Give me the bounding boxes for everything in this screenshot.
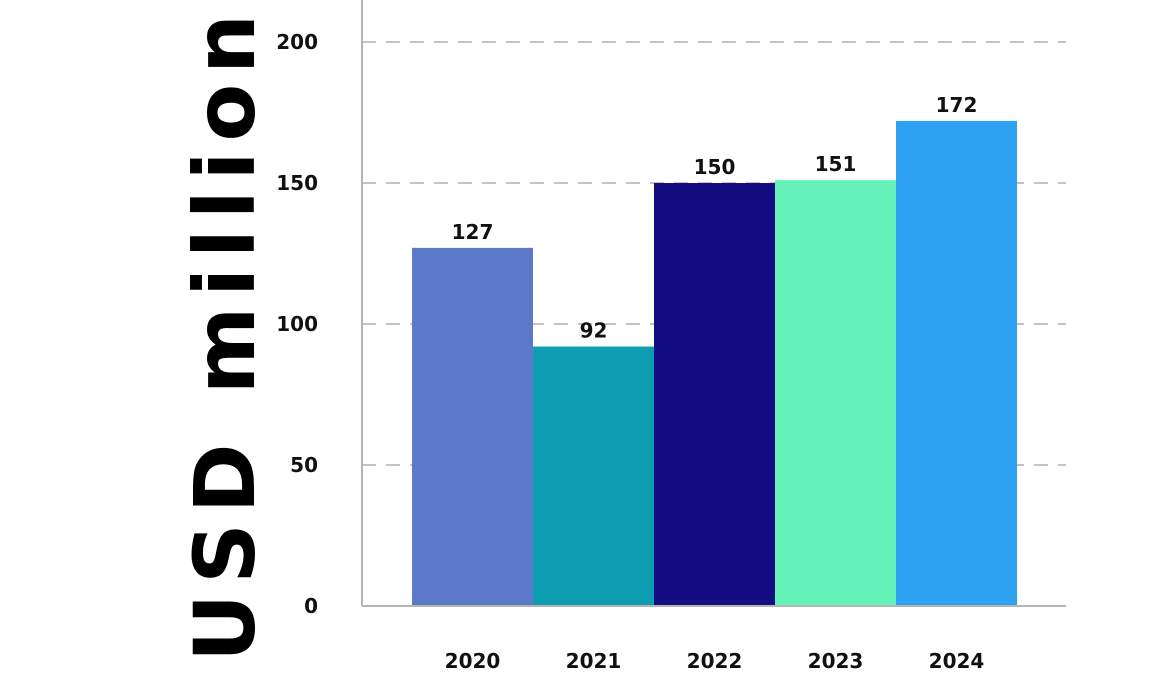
x-tick-label-2022: 2022 [687,649,743,673]
bar-2021 [533,346,654,606]
y-tick-label-150: 150 [276,171,318,195]
value-label-2023: 151 [815,152,857,176]
bar-2023 [775,180,896,606]
value-label-2024: 172 [936,93,978,117]
x-tick-label-2023: 2023 [808,649,864,673]
axes [361,0,1066,607]
x-tick-label-2024: 2024 [929,649,985,673]
value-label-2021: 92 [580,319,608,343]
y-tick-label-100: 100 [276,312,318,336]
y-tick-label-200: 200 [276,30,318,54]
bar-2022 [654,183,775,606]
bars [412,120,1017,607]
y-axis-label: USD million [176,4,274,662]
bar-2020 [412,247,533,607]
value-label-2020: 127 [452,220,494,244]
y-tick-label-50: 50 [290,453,318,477]
y-tick-label-0: 0 [304,594,318,618]
value-label-2022: 150 [694,155,736,179]
x-tick-label-2021: 2021 [566,649,622,673]
bar-2024 [896,120,1017,607]
x-tick-label-2020: 2020 [445,649,501,673]
x-tick-labels: 2020 2021 2022 2023 2024 [445,649,985,673]
y-tick-labels: 0 50 100 150 200 [276,30,318,618]
value-labels: 127 92 150 151 172 [452,93,978,343]
